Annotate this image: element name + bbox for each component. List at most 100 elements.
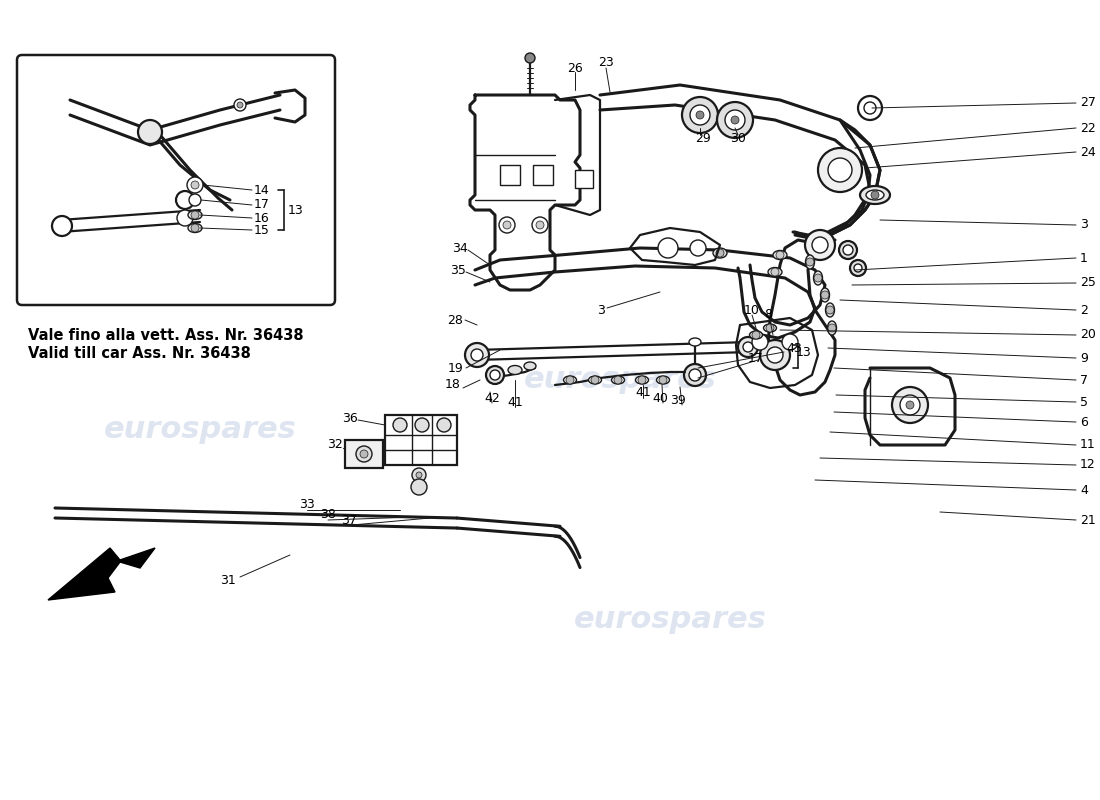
Circle shape [465,343,490,367]
Text: eurospares: eurospares [573,606,767,634]
Ellipse shape [814,271,823,285]
Text: 4: 4 [1080,483,1088,497]
Circle shape [189,194,201,206]
Ellipse shape [749,331,762,339]
Text: 22: 22 [1080,122,1096,134]
Circle shape [658,238,678,258]
Text: 31: 31 [220,574,235,586]
Circle shape [854,264,862,272]
Ellipse shape [713,248,727,258]
Ellipse shape [866,190,884,200]
Ellipse shape [689,338,701,346]
Text: 1: 1 [1080,251,1088,265]
Text: 18: 18 [446,378,461,391]
Text: 8: 8 [764,309,772,322]
Circle shape [828,158,852,182]
Circle shape [499,217,515,233]
Circle shape [771,268,779,276]
Circle shape [864,102,876,114]
Circle shape [818,148,862,192]
Text: 6: 6 [1080,415,1088,429]
Text: 19: 19 [448,362,464,374]
Ellipse shape [768,267,782,277]
Ellipse shape [860,186,890,204]
Bar [500,165,520,185]
Text: 41: 41 [635,386,651,399]
Text: 43: 43 [786,342,802,354]
Circle shape [52,216,72,236]
Circle shape [696,111,704,119]
Ellipse shape [563,376,576,384]
Text: 38: 38 [320,509,336,522]
Text: 3: 3 [1080,218,1088,231]
Circle shape [566,376,574,384]
Circle shape [850,260,866,276]
Circle shape [187,177,204,193]
Text: 17: 17 [254,198,270,211]
Circle shape [360,450,368,458]
Circle shape [752,334,768,350]
Circle shape [416,472,422,478]
Ellipse shape [188,210,202,219]
Ellipse shape [508,366,522,374]
Bar [575,170,593,188]
Text: 15: 15 [254,223,270,237]
Text: 12: 12 [1080,458,1096,471]
FancyBboxPatch shape [16,55,336,305]
Text: 37: 37 [341,514,356,526]
Circle shape [858,96,882,120]
Text: 2: 2 [1080,303,1088,317]
Circle shape [659,376,667,384]
Circle shape [839,241,857,259]
Text: 9: 9 [1080,351,1088,365]
Circle shape [614,376,622,384]
Text: 42: 42 [484,391,499,405]
Circle shape [591,376,600,384]
Ellipse shape [763,324,777,332]
Circle shape [486,366,504,384]
Circle shape [684,364,706,386]
Text: 17: 17 [748,351,763,365]
Text: 13: 13 [288,203,304,217]
Circle shape [766,324,774,332]
Circle shape [732,116,739,124]
Text: 41: 41 [507,395,522,409]
Circle shape [843,245,852,255]
Circle shape [900,395,920,415]
Circle shape [806,258,814,266]
Bar [534,165,553,185]
Circle shape [821,291,829,299]
Text: 27: 27 [1080,97,1096,110]
Circle shape [782,334,797,350]
Circle shape [176,191,194,209]
Text: 10: 10 [744,303,760,317]
Circle shape [690,240,706,256]
Circle shape [717,102,754,138]
Circle shape [490,370,500,380]
Circle shape [805,230,835,260]
Text: 26: 26 [566,62,583,74]
Text: 3: 3 [597,303,605,317]
Ellipse shape [821,288,829,302]
Text: eurospares: eurospares [103,415,296,445]
Text: 29: 29 [695,131,711,145]
Circle shape [471,349,483,361]
Circle shape [682,97,718,133]
Circle shape [828,324,836,332]
Circle shape [826,306,834,314]
Circle shape [716,249,724,257]
Ellipse shape [188,223,202,233]
Text: 20: 20 [1080,329,1096,342]
Text: 16: 16 [254,211,270,225]
Ellipse shape [588,376,602,384]
Circle shape [393,418,407,432]
Circle shape [812,237,828,253]
Bar [385,415,456,465]
Text: 36: 36 [342,411,358,425]
Circle shape [536,221,544,229]
Ellipse shape [773,250,786,259]
Text: 21: 21 [1080,514,1096,526]
Text: 35: 35 [450,263,466,277]
Text: Valid till car Ass. Nr. 36438: Valid till car Ass. Nr. 36438 [28,346,251,361]
Circle shape [191,181,199,189]
